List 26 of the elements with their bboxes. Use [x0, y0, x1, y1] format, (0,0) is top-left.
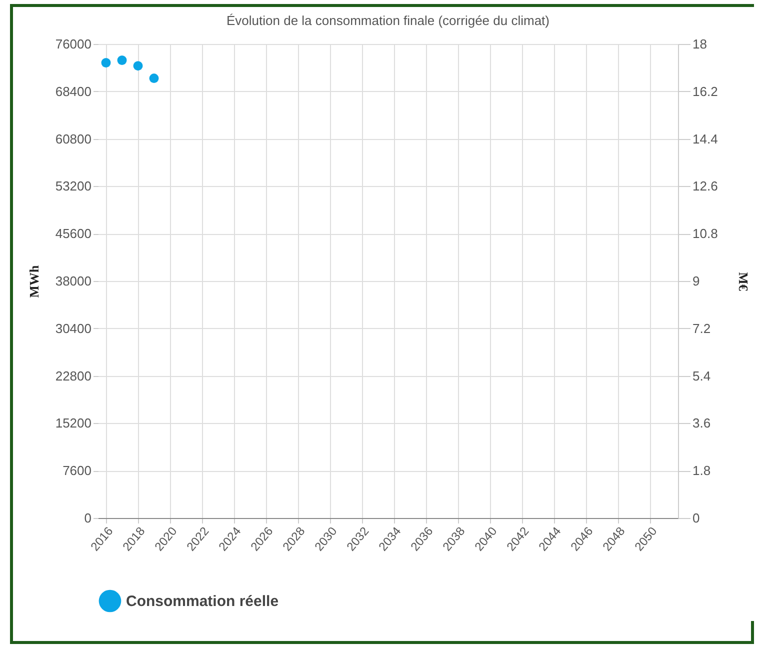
y2-tick-label: 5.4 — [692, 368, 711, 384]
legend-label: Consommation réelle — [126, 593, 279, 610]
y2-tick-label: 14.4 — [692, 131, 718, 146]
y2-tick-label: 1.8 — [692, 463, 711, 478]
y2-tick-label: 12.6 — [692, 178, 718, 194]
y-tick-label: 22800 — [55, 368, 92, 384]
chart-title: Évolution de la consommation finale (corrigée du climat) — [226, 13, 550, 28]
y2-tick-label: 18 — [692, 36, 707, 52]
y-axis-title: MWh — [26, 264, 42, 298]
y-tick-label: 30400 — [55, 320, 92, 336]
y-tick-label: 15200 — [55, 416, 92, 431]
y-tick-label: 68400 — [55, 84, 92, 99]
y2-tick-label: 9 — [692, 274, 700, 288]
y-tick-label: 0 — [84, 510, 92, 526]
y2-tick-label: 0 — [692, 510, 700, 526]
y2-tick-label: 10.8 — [692, 226, 718, 242]
y-tick-label: 60800 — [55, 131, 92, 146]
y2-axis-title: M€ — [736, 272, 751, 292]
y-tick-label: 76000 — [55, 36, 92, 52]
y2-tick-label: 3.6 — [692, 416, 711, 431]
y-tick-label: 38000 — [55, 274, 92, 288]
y-tick-label: 45600 — [55, 226, 92, 242]
y2-tick-label: 7.2 — [692, 320, 711, 336]
y2-tick-label: 16.2 — [692, 84, 718, 99]
y-tick-label: 7600 — [62, 463, 92, 478]
y-tick-label: 53200 — [55, 178, 92, 194]
